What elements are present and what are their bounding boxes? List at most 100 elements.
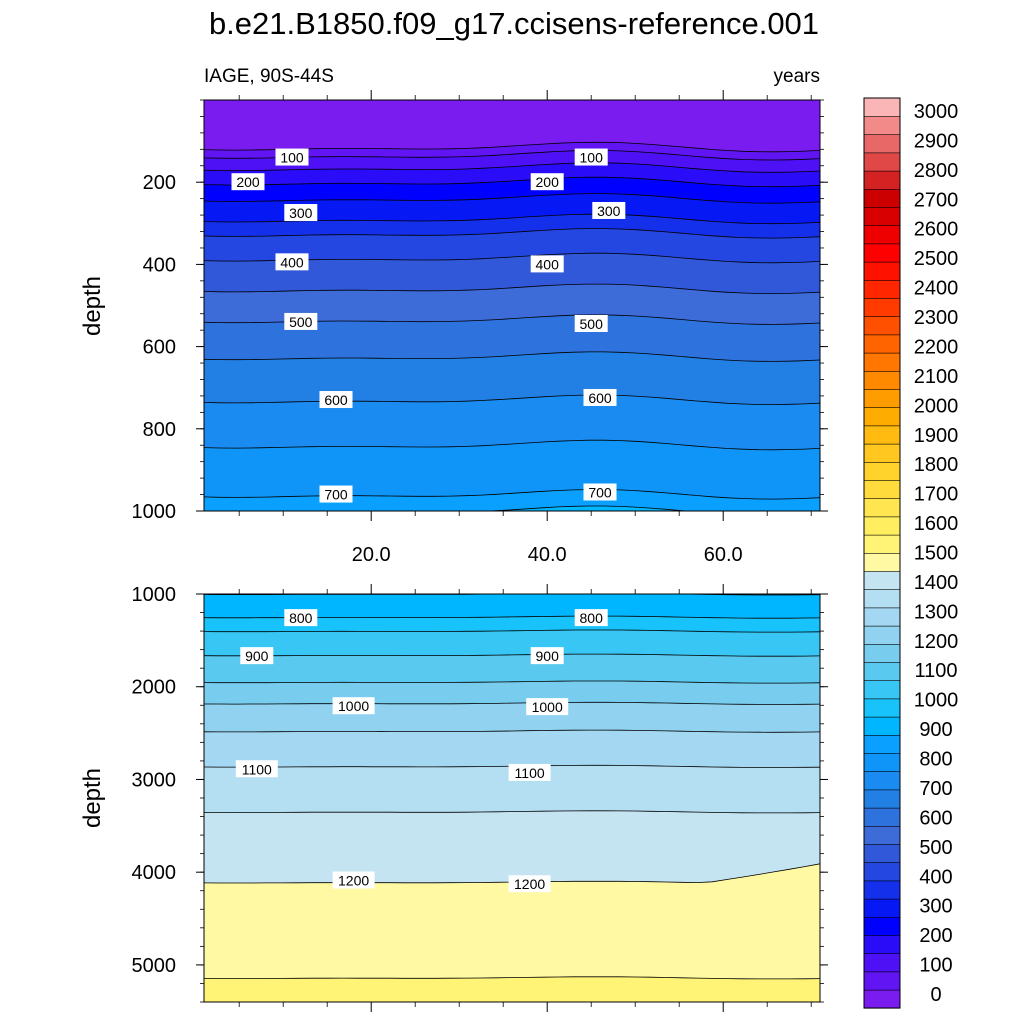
contour-line <box>204 394 820 406</box>
colorbar-segment <box>863 261 901 281</box>
contour-label: 200 <box>231 173 265 191</box>
contour-label: 700 <box>319 485 353 503</box>
y-tick-label: 800 <box>143 419 176 441</box>
svg-text:400: 400 <box>280 254 304 270</box>
svg-text:900: 900 <box>245 648 269 664</box>
colorbar-label: 1100 <box>914 660 957 682</box>
colorbar-segment <box>863 188 901 208</box>
contour-line <box>204 729 820 733</box>
colorbar-segment <box>863 134 901 154</box>
contour-line <box>204 701 820 705</box>
colorbar-segment <box>863 953 901 973</box>
colorbar-segment <box>863 97 901 117</box>
colorbar-segment <box>863 297 901 318</box>
colorbar-label: 1500 <box>914 543 959 565</box>
colorbar-label: 700 <box>919 778 952 800</box>
contour-label: 300 <box>284 204 318 222</box>
contour-label: 800 <box>574 609 608 627</box>
svg-text:300: 300 <box>597 203 621 219</box>
svg-text:200: 200 <box>536 174 560 190</box>
colorbar-label: 1300 <box>914 601 959 623</box>
contour-label: 600 <box>319 391 353 409</box>
colorbar-segment <box>863 115 901 135</box>
colorbar-segment <box>863 279 901 299</box>
colorbar-segment <box>863 370 901 390</box>
svg-text:500: 500 <box>580 316 604 332</box>
colorbar-segment <box>863 916 901 936</box>
contour-line <box>204 489 820 500</box>
colorbar-label: 1400 <box>914 572 959 594</box>
colorbar-segment <box>863 752 901 773</box>
colorbar-segment <box>863 388 901 409</box>
colorbar-segment <box>863 534 901 554</box>
colorbar-label: 200 <box>919 925 952 947</box>
colorbar-segment <box>863 225 901 245</box>
svg-text:100: 100 <box>580 150 604 166</box>
contour-line <box>204 162 820 173</box>
x-tick-label: 40.0 <box>528 544 567 566</box>
colorbar: 3000290028002700260025002400230022002100… <box>863 97 959 1009</box>
colorbar-segment <box>863 607 901 627</box>
svg-text:1200: 1200 <box>338 873 369 889</box>
svg-text:700: 700 <box>324 487 348 503</box>
y-tick-label: 3000 <box>132 769 177 791</box>
svg-text:700: 700 <box>588 485 612 501</box>
colorbar-label: 2400 <box>914 278 959 300</box>
colorbar-segment <box>863 316 901 336</box>
upper-depth-panel: 100 100 200 200 300 300 400 400 500 500 600 600 700 7… <box>79 90 828 566</box>
colorbar-label: 2500 <box>914 248 959 270</box>
colorbar-label: 100 <box>919 955 952 977</box>
svg-text:500: 500 <box>289 314 313 330</box>
colorbar-segment <box>863 643 901 663</box>
colorbar-segment <box>863 479 901 500</box>
y-tick-label: 4000 <box>132 862 177 884</box>
contour-label: 300 <box>592 201 626 219</box>
contour-line <box>204 976 820 980</box>
colorbar-label: 1200 <box>914 631 959 653</box>
contour-label: 200 <box>530 173 564 191</box>
colorbar-label: 2700 <box>914 189 959 211</box>
contour-label: 700 <box>583 483 617 501</box>
y-tick-label: 200 <box>143 172 176 194</box>
colorbar-label: 2900 <box>914 130 959 152</box>
colorbar-segment <box>863 407 901 427</box>
colorbar-label: 2200 <box>914 336 959 358</box>
contour-line <box>204 629 820 633</box>
contour-band <box>204 489 820 511</box>
colorbar-segment <box>863 425 901 445</box>
colorbar-segment <box>863 352 901 372</box>
svg-text:100: 100 <box>280 150 304 166</box>
colorbar-segment <box>863 789 901 809</box>
contour-line <box>204 193 820 204</box>
contour-line <box>204 653 820 657</box>
contour-label: 100 <box>275 148 309 166</box>
svg-text:400: 400 <box>536 256 560 272</box>
contour-label: 1200 <box>508 875 551 893</box>
colorbar-segment <box>863 206 901 226</box>
colorbar-segment <box>863 862 901 882</box>
colorbar-label: 0 <box>930 984 941 1006</box>
colorbar-label: 300 <box>919 896 952 918</box>
svg-text:1000: 1000 <box>338 698 369 714</box>
colorbar-segment <box>863 461 901 481</box>
contour-label: 1200 <box>332 871 375 889</box>
upper-y-axis-label: depth <box>79 276 106 336</box>
colorbar-segment <box>863 552 901 572</box>
colorbar-label: 800 <box>919 749 952 771</box>
contour-band <box>204 976 820 1002</box>
colorbar-label: 1700 <box>914 484 959 506</box>
svg-text:800: 800 <box>580 610 604 626</box>
y-tick-label: 5000 <box>132 955 177 977</box>
contour-label: 900 <box>530 647 564 665</box>
colorbar-segment <box>863 243 901 263</box>
y-tick-label: 2000 <box>132 677 177 699</box>
svg-text:1200: 1200 <box>514 876 545 892</box>
colorbar-segment <box>863 625 901 645</box>
colorbar-label: 2000 <box>914 395 959 417</box>
colorbar-label: 3000 <box>914 101 959 123</box>
contour-line <box>204 810 820 814</box>
colorbar-frame <box>863 97 901 1009</box>
contour-label: 400 <box>530 255 564 273</box>
contour-label: 1100 <box>508 763 551 781</box>
lower-depth-panel: 800 800 900 900 1000 1000 1100 1100 1200 1200 100… <box>79 584 828 1012</box>
